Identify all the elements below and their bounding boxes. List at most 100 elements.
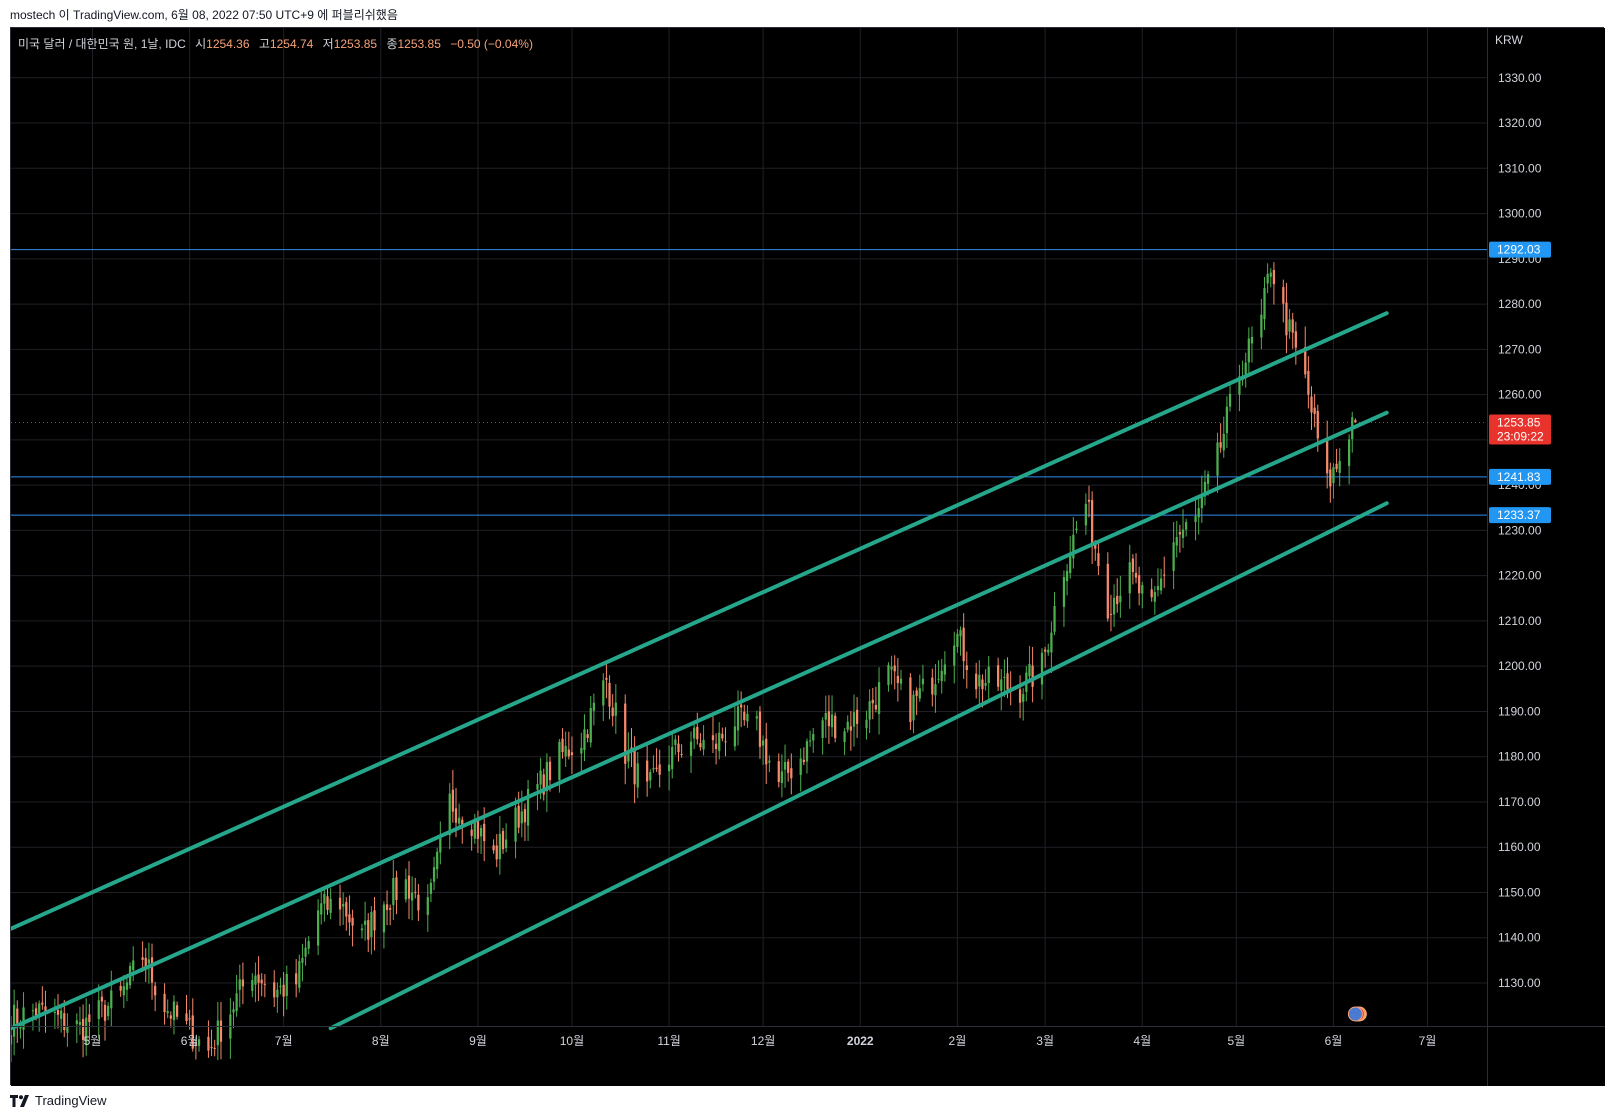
candle-body xyxy=(373,910,376,931)
candle-body xyxy=(501,830,505,850)
candle-body xyxy=(1172,542,1175,571)
candle-body xyxy=(316,910,320,946)
candle-body xyxy=(1091,500,1094,546)
candle-body xyxy=(348,914,351,923)
candle-body xyxy=(1097,553,1100,567)
candle-body xyxy=(790,768,793,779)
candle-body xyxy=(451,789,454,812)
candle-body xyxy=(141,957,144,960)
candle-body xyxy=(110,990,113,1009)
candle-body xyxy=(517,805,520,828)
candle-body xyxy=(1040,652,1044,685)
candle-body xyxy=(1109,613,1113,615)
candle-body xyxy=(1141,585,1144,594)
candle-body xyxy=(1291,319,1294,333)
candle-body xyxy=(718,732,721,752)
candle-body xyxy=(34,1008,38,1016)
candle-body xyxy=(53,1012,57,1014)
candle-body xyxy=(542,774,545,795)
symbol-name[interactable]: 미국 달러 / 대한민국 원, 1날, IDC xyxy=(18,37,186,51)
tradingview-footer[interactable]: TradingView xyxy=(10,1093,107,1108)
candle-body xyxy=(1238,376,1241,395)
y-tick-label: 1330.00 xyxy=(1498,71,1542,85)
candle-body xyxy=(780,771,784,783)
candle-body xyxy=(31,1010,35,1012)
candle-body xyxy=(1216,442,1219,476)
candle-body xyxy=(580,747,583,754)
x-tick-label: 5월 xyxy=(84,1034,102,1048)
candle-body xyxy=(899,678,903,684)
candle-body xyxy=(363,920,367,925)
candle-body xyxy=(492,845,495,851)
close-value: 1253.85 xyxy=(397,37,441,51)
candle-body xyxy=(915,690,918,696)
current-price-badge xyxy=(1489,414,1551,445)
y-tick-label: 1300.00 xyxy=(1498,207,1542,221)
y-tick-label: 1310.00 xyxy=(1498,161,1542,175)
candle-body xyxy=(1269,272,1272,277)
candle-body xyxy=(1175,536,1178,546)
candle-body xyxy=(1181,529,1185,538)
price-chart[interactable]: KRW 1130.00 1140.00 1150.00 1160.00 1170.00 11… xyxy=(11,28,1605,1086)
change-value: −0.50 (−0.04%) xyxy=(450,37,533,51)
candle-body xyxy=(777,761,780,783)
candle-body xyxy=(567,749,570,757)
candle-body xyxy=(63,1013,66,1030)
candle-body xyxy=(175,1005,179,1017)
y-tick-label: 1170.00 xyxy=(1498,795,1541,809)
candle-body xyxy=(232,1009,235,1013)
candle-body xyxy=(1000,679,1003,691)
candle-body xyxy=(680,754,683,756)
candle-body xyxy=(1250,336,1254,344)
candle-body xyxy=(997,665,1000,687)
candle-body xyxy=(1335,463,1338,470)
candle-body xyxy=(1266,273,1269,284)
candle-body xyxy=(667,764,671,772)
candle-body xyxy=(1050,632,1053,653)
candle-body xyxy=(545,762,549,792)
candle-body xyxy=(755,716,758,719)
candle-body xyxy=(1031,665,1034,687)
candle-body xyxy=(470,829,473,836)
candle-body xyxy=(821,720,824,739)
x-tick-label: 10월 xyxy=(560,1034,584,1048)
candle-body xyxy=(614,702,617,716)
candle-body xyxy=(689,741,693,756)
candle-body xyxy=(558,741,561,781)
candle-body xyxy=(367,920,370,940)
high-label: 고 xyxy=(258,37,270,51)
x-tick-label: 3월 xyxy=(1036,1034,1054,1048)
candle-body xyxy=(539,770,542,785)
price-level-badge xyxy=(1489,468,1551,485)
candle-body xyxy=(514,807,517,842)
candle-body xyxy=(1065,570,1069,582)
candle-body xyxy=(702,739,705,750)
channel-line-middle xyxy=(11,410,1389,1031)
candle-body xyxy=(877,682,881,714)
chart-panel[interactable]: KRW 1130.00 1140.00 1150.00 1160.00 1170.00 11… xyxy=(10,27,1605,1086)
low-label: 저 xyxy=(322,37,334,51)
candle-body xyxy=(429,882,433,894)
y-tick-label: 1200.00 xyxy=(1498,659,1542,673)
candle-body xyxy=(273,982,276,998)
candle-body xyxy=(1222,433,1225,451)
candle-body xyxy=(787,761,790,773)
candle-body xyxy=(194,1043,198,1046)
candle-body xyxy=(495,845,498,860)
candle-body xyxy=(461,819,464,826)
candle-body xyxy=(329,898,332,913)
candle-body xyxy=(276,989,279,998)
price-level-badge xyxy=(1489,241,1551,258)
candle-body xyxy=(874,704,878,710)
candle-body xyxy=(561,738,564,753)
x-tick-label: 12월 xyxy=(751,1034,775,1048)
candle-body xyxy=(1285,302,1288,336)
candle-body xyxy=(81,1019,85,1040)
candle-body xyxy=(351,917,354,926)
candle-body xyxy=(649,772,652,781)
candle-body xyxy=(714,743,718,749)
candle-body xyxy=(144,957,147,969)
candle-body xyxy=(1197,508,1200,518)
candle-body xyxy=(370,912,373,937)
candle-body xyxy=(633,750,636,785)
